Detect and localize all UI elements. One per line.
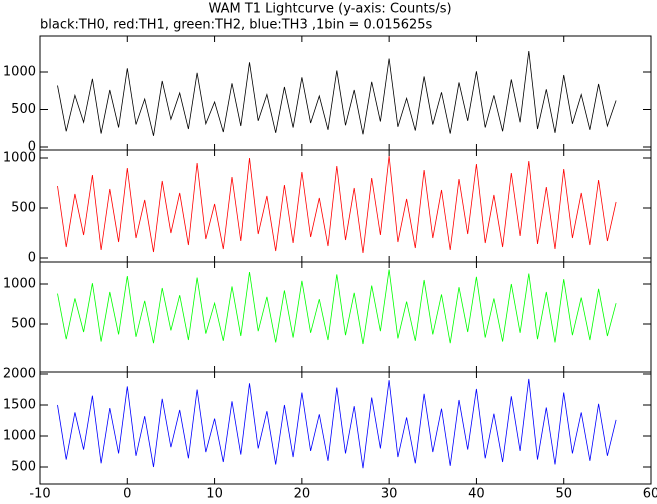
series-line xyxy=(57,155,617,254)
y-tick-label: 500 xyxy=(11,102,36,117)
y-tick-label: 2000 xyxy=(3,366,36,381)
y-tick-label: 1000 xyxy=(3,151,36,166)
panel-frame xyxy=(39,371,652,485)
x-tick-label: 0 xyxy=(123,487,131,502)
chart-title: WAM T1 Lightcurve (y-axis: Counts/s) xyxy=(208,2,451,17)
y-tick-label: 1000 xyxy=(3,65,36,80)
series-line xyxy=(57,269,617,345)
x-tick-label: 60 xyxy=(643,487,657,502)
panel-frame xyxy=(39,35,652,151)
x-tick-label: 20 xyxy=(294,487,311,502)
y-tick-label: 0 xyxy=(28,251,36,266)
y-tick-label: 1500 xyxy=(3,397,36,412)
y-tick-label: 500 xyxy=(11,460,36,475)
chart-subtitle: black:TH0, red:TH1, green:TH2, blue:TH3 … xyxy=(40,18,433,33)
x-tick-label: 50 xyxy=(555,487,572,502)
series-line xyxy=(57,378,617,469)
y-tick-label: 1000 xyxy=(3,277,36,292)
x-tick-label: -10 xyxy=(29,487,50,502)
y-tick-label: 500 xyxy=(11,317,36,332)
y-tick-label: 1000 xyxy=(3,429,36,444)
x-tick-label: 30 xyxy=(381,487,398,502)
x-tick-label: 40 xyxy=(468,487,485,502)
y-tick-label: 500 xyxy=(11,201,36,216)
panel-frame xyxy=(39,261,652,373)
x-tick-label: 10 xyxy=(206,487,223,502)
y-tick-label: 0 xyxy=(28,140,36,155)
series-line xyxy=(57,50,617,136)
